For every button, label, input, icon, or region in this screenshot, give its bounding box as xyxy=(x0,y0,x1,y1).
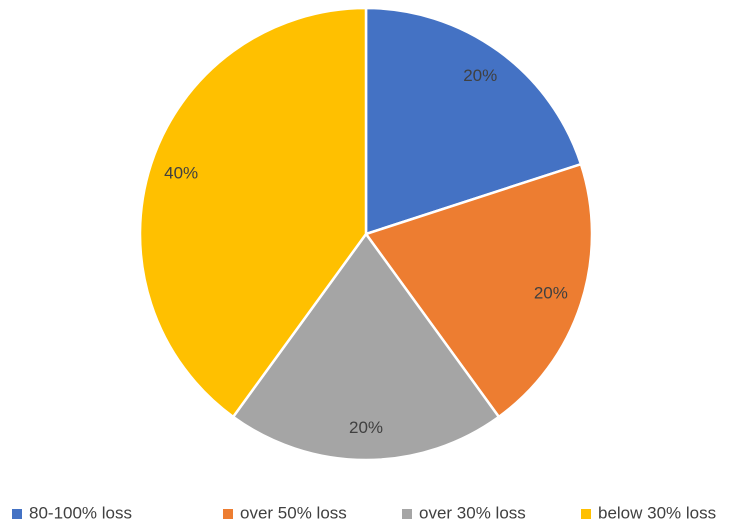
legend-swatch xyxy=(402,509,412,519)
legend-label: below 30% loss xyxy=(598,503,716,522)
pie-slice xyxy=(138,6,368,419)
data-label: 20% xyxy=(463,66,497,85)
legend-swatch xyxy=(581,509,591,519)
legend-label: 80-100% loss xyxy=(29,503,132,522)
legend-label: over 30% loss xyxy=(419,503,526,522)
data-label: 20% xyxy=(349,418,383,437)
pie-slice xyxy=(363,162,594,419)
legend-label: over 50% loss xyxy=(240,503,347,522)
data-label: 40% xyxy=(164,163,198,182)
data-label: 20% xyxy=(534,284,568,303)
pie-slice xyxy=(364,6,583,236)
legend-swatch xyxy=(12,509,22,519)
legend-swatch xyxy=(223,509,233,519)
pie-slice xyxy=(231,231,501,462)
